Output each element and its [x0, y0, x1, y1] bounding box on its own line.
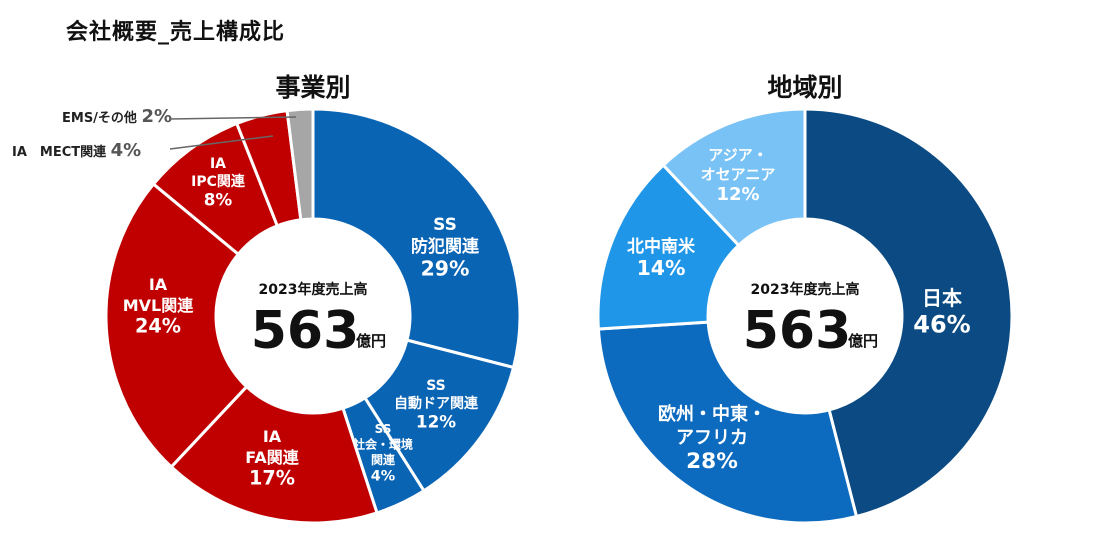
slice-2-1	[803, 107, 1014, 519]
center-value: 563	[743, 301, 852, 361]
leader-line	[169, 116, 297, 120]
center-unit: 億円	[356, 332, 386, 350]
center-subtitle: 2023年度売上高	[259, 281, 368, 298]
chart-title: 事業別	[275, 73, 350, 102]
slice-label: IA IPC関連 8%	[191, 156, 246, 209]
chart-title: 地域別	[767, 73, 842, 102]
slice-label: 北中南米 14%	[627, 236, 696, 280]
slice-label: IA FA関連 17%	[245, 427, 299, 490]
slice-1-2	[362, 338, 516, 493]
donut-chart-1: 事業別 SS 防犯関連 29% SS 自動ドア関連 12%SS 社会・環境関連 4% IA FA関連…	[12, 73, 522, 525]
slice-label: SS 社会・環境関連 4%	[352, 422, 413, 485]
slice-1-8	[285, 107, 315, 222]
slice-1-1	[311, 107, 522, 370]
center-subtitle: 2023年度売上高	[751, 281, 860, 298]
slice-2-2	[596, 320, 859, 525]
slice-2-4	[661, 107, 807, 248]
leader-line	[169, 135, 274, 150]
slice-label: アジア・オセアニア 12%	[701, 146, 776, 205]
slice-label: 欧州・中東・アフリカ 28%	[658, 403, 766, 474]
outside-label: EMS/その他 2%	[62, 106, 172, 127]
slice-1-4	[169, 384, 379, 525]
slice-label: SS 防犯関連 29%	[411, 215, 480, 280]
slice-label: SS 自動ドア関連 12%	[394, 378, 479, 431]
slice-2-3	[596, 162, 741, 331]
slice-1-5	[104, 181, 249, 470]
slice-label: 日本 46%	[913, 286, 970, 338]
outside-label: IA MECT関連 4%	[12, 140, 141, 161]
slice-label: IA MVL関連 24%	[123, 275, 195, 338]
center-value: 563	[251, 301, 360, 361]
page-title: 会社概要_売上構成比	[66, 20, 286, 45]
center-unit: 億円	[848, 332, 878, 350]
